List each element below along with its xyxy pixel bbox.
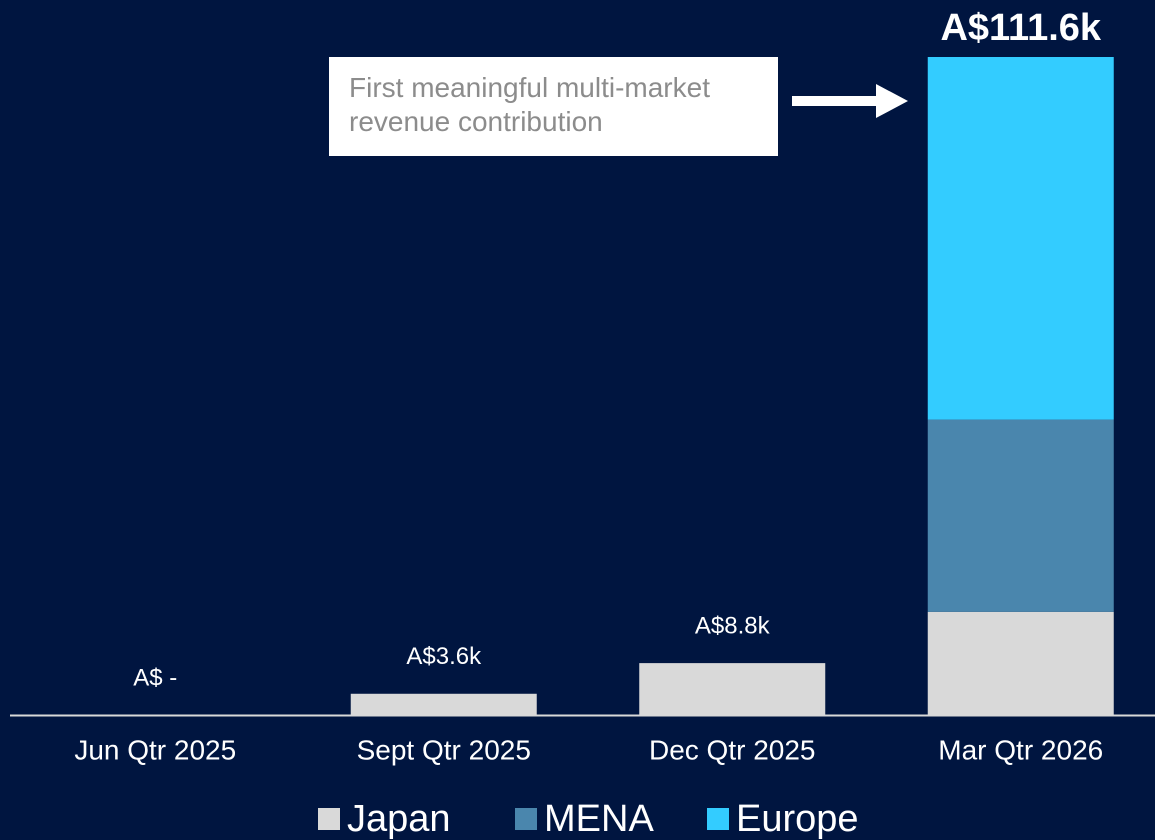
bar-segment [927, 419, 1114, 612]
total-label: A$8.8k [695, 612, 771, 639]
legend-label: Europe [736, 798, 859, 840]
total-label: A$ - [133, 664, 177, 691]
bar-segment [639, 663, 826, 715]
x-tick-label: Mar Qtr 2026 [938, 734, 1103, 765]
total-label: A$3.6k [406, 643, 482, 670]
legend-swatch [515, 808, 537, 830]
legend-swatch [707, 808, 729, 830]
bar-segment [927, 57, 1114, 420]
arrow [792, 84, 908, 118]
bar-segment [350, 693, 537, 715]
legend-label: Japan [347, 798, 451, 840]
x-tick-label: Sept Qtr 2025 [357, 734, 531, 765]
annotation: First meaningful multi-market revenue co… [329, 57, 778, 156]
legend-swatch [318, 808, 340, 830]
total-label: A$111.6k [940, 7, 1101, 49]
x-tick-label: Dec Qtr 2025 [649, 734, 816, 765]
x-tick-label: Jun Qtr 2025 [74, 734, 236, 765]
legend-label: MENA [544, 798, 654, 840]
bar-segment [927, 611, 1114, 715]
